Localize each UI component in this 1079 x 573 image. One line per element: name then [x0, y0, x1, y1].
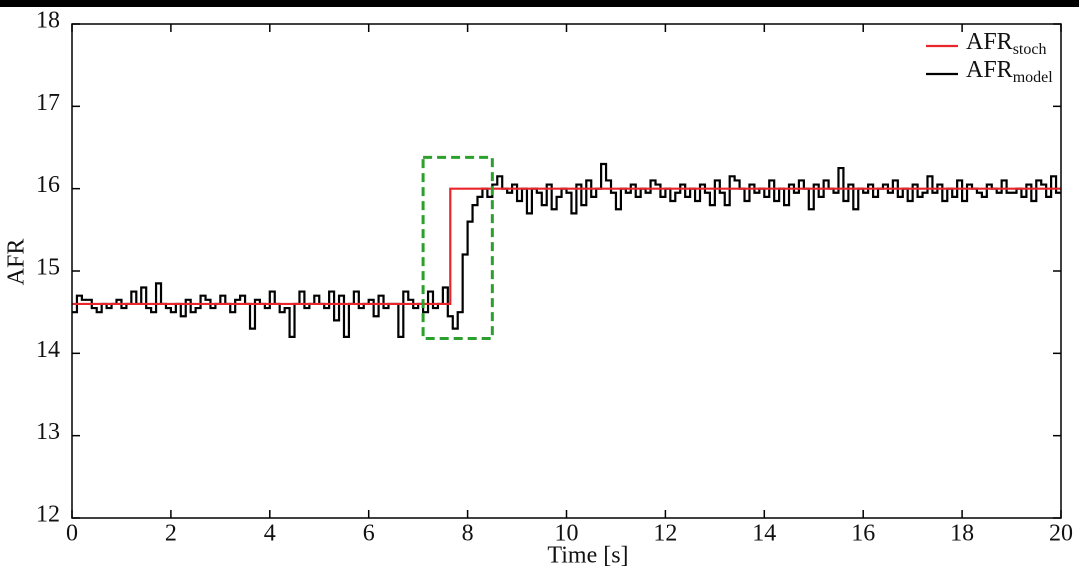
legend-subscript: stoch [1013, 41, 1047, 58]
legend-name: AFR [966, 57, 1013, 83]
x-tick-label: 10 [555, 521, 579, 547]
x-tick-label: 2 [165, 521, 177, 547]
legend-name: AFR [966, 29, 1013, 55]
plot-frame [71, 23, 1062, 519]
x-tick-label: 20 [1049, 521, 1073, 547]
x-tick-label: 16 [851, 521, 875, 547]
y-tick-label: 16 [36, 172, 60, 198]
series-line [72, 187, 1061, 306]
top-bar [0, 0, 1079, 7]
x-tick-label: 6 [363, 521, 375, 547]
x-axis-label: Time [s] [547, 543, 628, 569]
x-tick-label: 8 [462, 521, 474, 547]
y-axis-label: AFR [4, 239, 30, 286]
x-tick-label: 4 [264, 521, 276, 547]
y-tick-label: 15 [36, 255, 60, 281]
x-tick-label: 12 [653, 521, 677, 547]
legend-label: AFRstoch [966, 29, 1046, 58]
y-tick-label: 17 [36, 90, 60, 116]
y-tick-label: 13 [36, 419, 60, 445]
x-tick-label: 0 [66, 521, 78, 547]
y-tick-label: 12 [36, 502, 60, 528]
x-tick-label: 14 [752, 521, 776, 547]
y-tick-label: 14 [36, 337, 60, 363]
y-tick-label: 18 [36, 8, 60, 34]
series-line [72, 162, 1061, 338]
legend-subscript: model [1013, 69, 1054, 86]
x-tick-label: 18 [950, 521, 974, 547]
legend-label: AFRmodel [966, 57, 1053, 86]
highlight-box [421, 155, 494, 341]
